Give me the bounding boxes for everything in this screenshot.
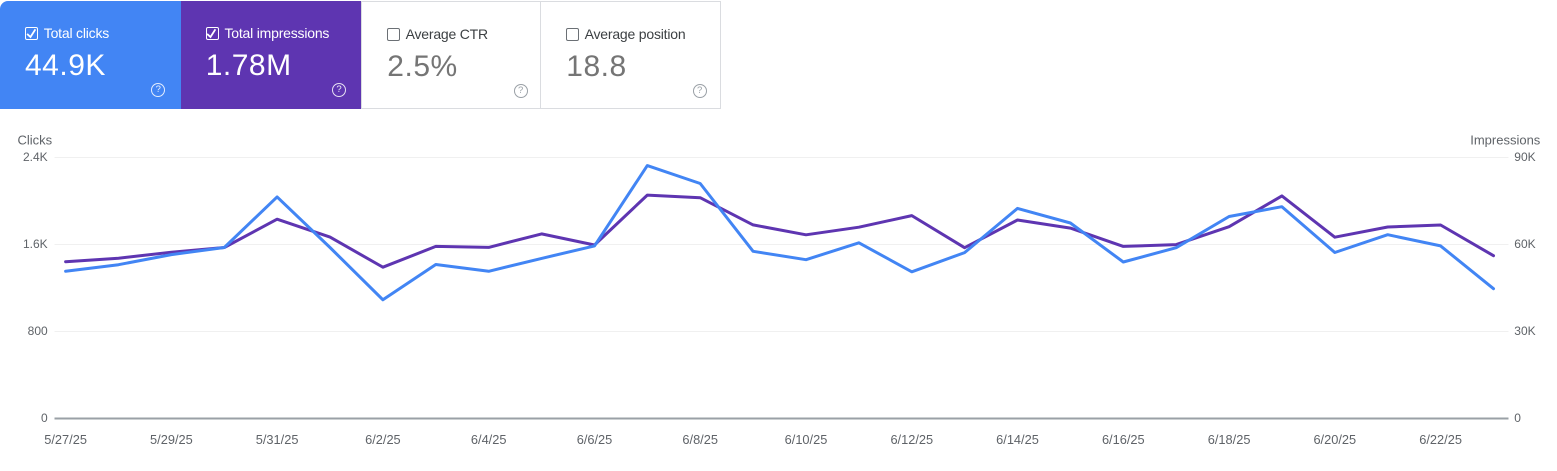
svg-text:6/14/25: 6/14/25 xyxy=(996,432,1039,447)
svg-text:6/8/25: 6/8/25 xyxy=(682,432,718,447)
svg-text:6/4/25: 6/4/25 xyxy=(471,432,507,447)
svg-text:60K: 60K xyxy=(1514,237,1535,251)
svg-text:5/31/25: 5/31/25 xyxy=(256,432,299,447)
svg-text:5/29/25: 5/29/25 xyxy=(150,432,193,447)
svg-text:Impressions: Impressions xyxy=(1470,132,1541,147)
svg-text:2.4K: 2.4K xyxy=(23,150,48,164)
svg-text:90K: 90K xyxy=(1514,150,1535,164)
svg-text:0: 0 xyxy=(1514,411,1521,425)
svg-text:30K: 30K xyxy=(1514,324,1535,338)
svg-text:0: 0 xyxy=(41,411,48,425)
svg-text:6/22/25: 6/22/25 xyxy=(1419,432,1462,447)
svg-text:6/20/25: 6/20/25 xyxy=(1313,432,1356,447)
svg-text:6/12/25: 6/12/25 xyxy=(890,432,933,447)
svg-text:Clicks: Clicks xyxy=(18,132,53,147)
svg-text:5/27/25: 5/27/25 xyxy=(44,432,87,447)
svg-text:6/10/25: 6/10/25 xyxy=(785,432,828,447)
svg-text:6/6/25: 6/6/25 xyxy=(577,432,613,447)
svg-text:6/2/25: 6/2/25 xyxy=(365,432,401,447)
svg-text:1.6K: 1.6K xyxy=(23,237,48,251)
svg-text:800: 800 xyxy=(28,324,48,338)
svg-text:6/18/25: 6/18/25 xyxy=(1208,432,1251,447)
svg-text:6/16/25: 6/16/25 xyxy=(1102,432,1145,447)
